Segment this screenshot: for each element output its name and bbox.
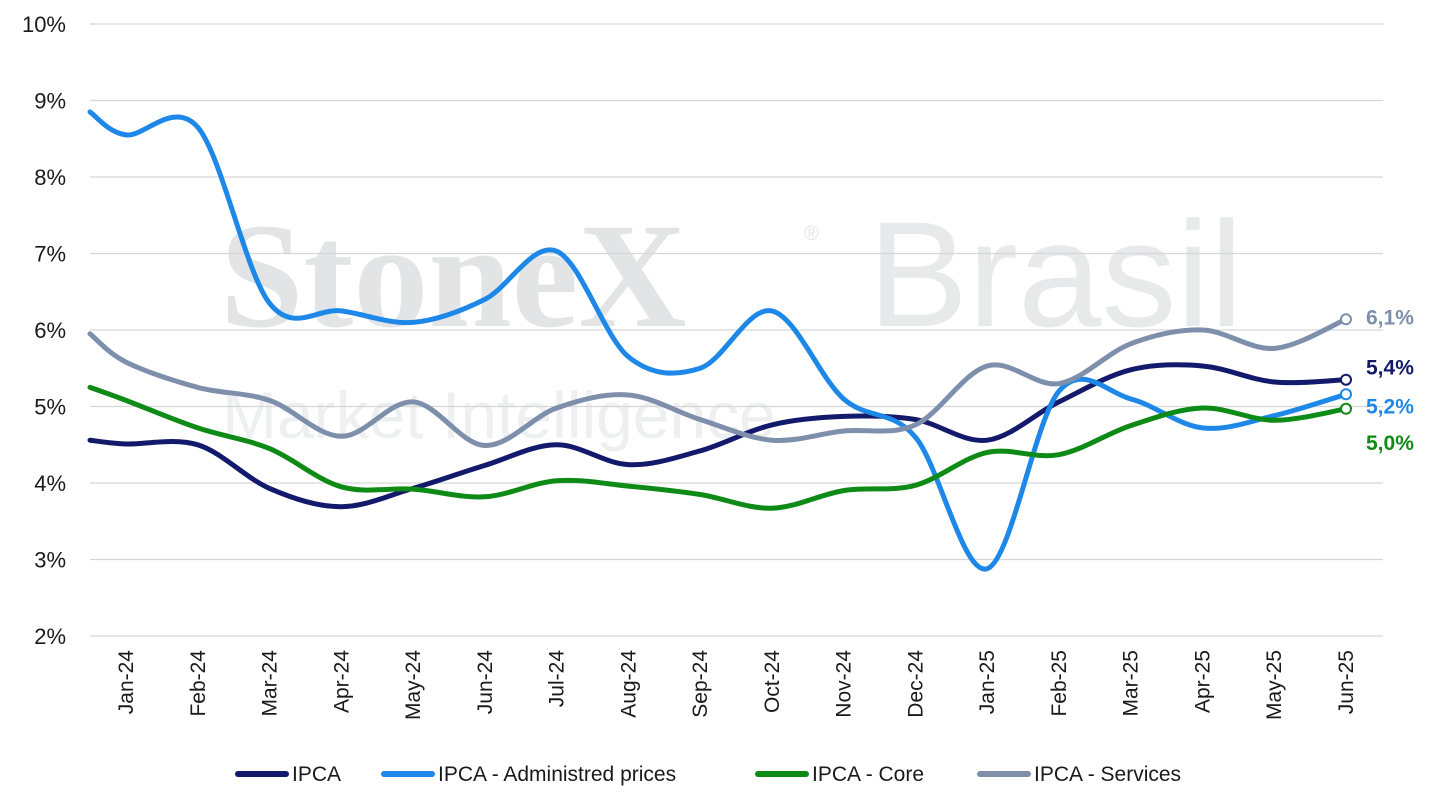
x-tick-label: Jul-24 [546,650,569,708]
x-tick-label: Jan-25 [976,650,999,714]
x-tick-label: Aug-24 [617,650,640,718]
x-tick-label: Apr-25 [1191,650,1214,713]
watermark-brand: StoneX [220,193,687,359]
x-tick-label: Jan-24 [115,650,138,715]
series-line-ipca-administred-prices [87,109,1349,572]
y-tick-label: 9% [34,89,66,114]
y-tick-label: 6% [34,318,66,343]
y-tick-label: 10% [22,12,66,37]
x-tick-label: Sep-24 [689,650,712,718]
y-tick-label: 4% [34,471,66,496]
x-tick-label: Apr-24 [330,650,353,713]
x-tick-label: Jun-25 [1335,650,1358,714]
legend-label: IPCA - Core [812,763,924,786]
gridlines [90,23,1383,637]
series-end-label: 6,1% [1366,306,1414,329]
y-axis: 2% 3% 4% 5% 6% 7% 8% 9% 10% [22,12,66,649]
y-tick-label: 5% [34,395,66,420]
watermark-registered-mark: ® [804,223,819,245]
series-end-marker [1340,313,1352,326]
legend-label: IPCA [292,763,341,786]
y-tick-label: 8% [34,165,66,190]
series-end-label: 5,2% [1366,395,1414,418]
series-end-label: 5,0% [1366,432,1414,455]
x-tick-label: Mar-25 [1120,650,1143,717]
y-tick-label: 2% [34,624,66,649]
x-tick-label: Dec-24 [904,650,927,718]
series-end-label: 5,4% [1366,357,1414,380]
legend-label: IPCA - Services [1034,763,1181,786]
y-tick-label: 7% [34,242,66,267]
series-end-marker [1340,402,1352,415]
legend-label: IPCA - Administred prices [438,763,676,786]
x-tick-label: May-25 [1263,650,1286,720]
watermark: StoneX ® Brasil Market Intelligence [220,190,1243,452]
x-tick-label: Feb-25 [1048,650,1071,717]
x-tick-label: Jun-24 [474,650,497,715]
series-end-marker [1340,373,1352,386]
series-line-ipca-services [87,316,1349,449]
x-axis: Jan-24 Feb-24 Mar-24 Apr-24 May-24 Jun-24 Jul-… [115,650,1358,720]
legend: IPCA IPCA - Administred prices IPCA - Core… [235,763,1181,786]
series-line-ipca [87,362,1349,510]
x-tick-label: May-24 [402,650,425,720]
x-tick-label: Feb-24 [187,650,210,717]
series-lines [87,109,1349,572]
series-end-marker [1340,388,1352,401]
series-endpoints: 5,4% 5,2% 5,0% 6,1% [1340,306,1414,455]
x-tick-label: Nov-24 [833,650,856,718]
x-tick-label: Oct-24 [761,650,784,713]
series-line-ipca-core [87,384,1349,511]
y-tick-label: 3% [34,548,66,573]
x-tick-label: Mar-24 [259,650,282,717]
